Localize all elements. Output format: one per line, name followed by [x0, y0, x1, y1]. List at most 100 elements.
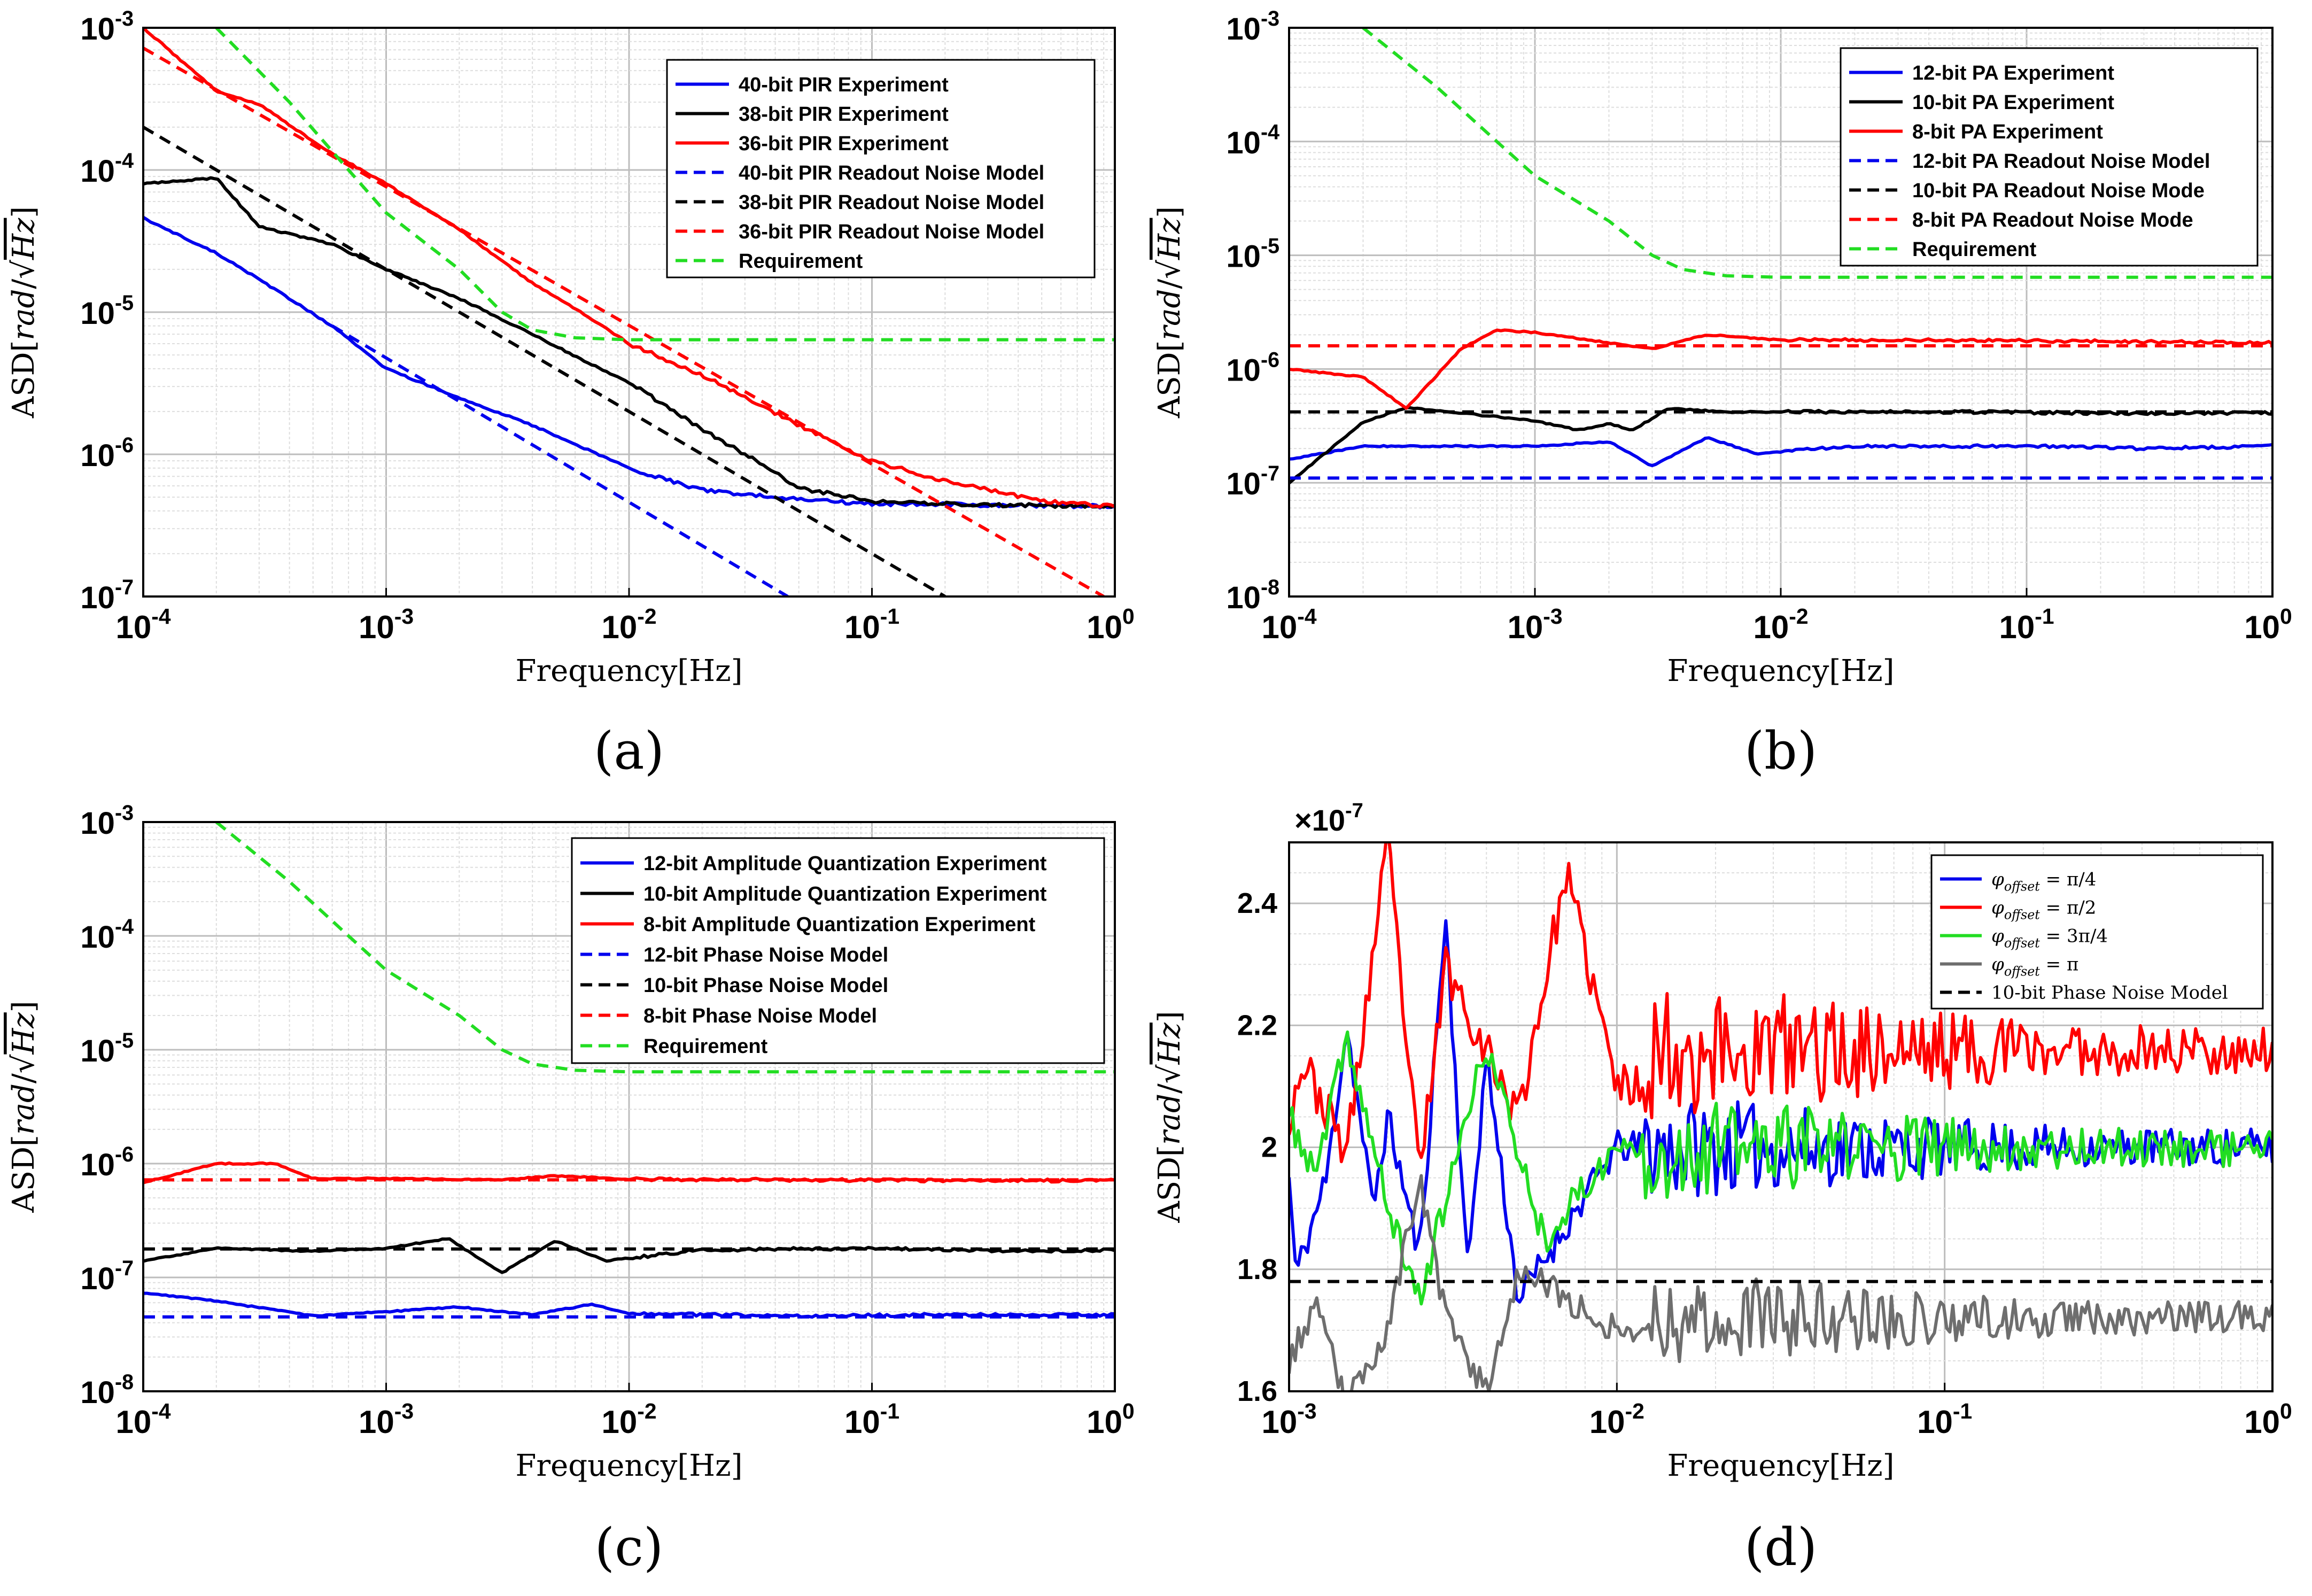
x-tick-label: 100	[1087, 1399, 1134, 1440]
x-tick-label: 10-2	[601, 1399, 656, 1440]
y-tick-label: 10-8	[1226, 576, 1279, 615]
legend-entry-label: 8-bit PA Experiment	[1912, 121, 2103, 143]
x-axis-label: Frequency[Hz]	[516, 1448, 743, 1483]
legend-entry-label: Requirement	[739, 250, 863, 273]
y-tick-label: 10-6	[80, 433, 134, 473]
x-tick-label: 10-2	[1753, 604, 1808, 645]
legend-entry-label: φoffset = π/4	[1991, 869, 2096, 894]
x-tick-label: 100	[2244, 1399, 2292, 1440]
legend-entry-label: 40-bit PIR Readout Noise Model	[739, 162, 1044, 184]
series-line-6	[143, 47, 1105, 596]
y-tick-label: 10-8	[80, 1370, 134, 1410]
legend-entry-label: 10-bit Phase Noise Model	[643, 974, 888, 997]
y-tick-label: 10-7	[1226, 462, 1279, 501]
y-tick-label: 2.2	[1237, 1009, 1277, 1041]
panel-b-chart: 10-4 10-3 10-2 10-1 100 10-8 10-7 10-6 10-5 10-4 1…	[1152, 7, 2292, 781]
panel-label: (c)	[595, 1517, 664, 1577]
y-tick-label: 1.8	[1237, 1253, 1277, 1285]
x-tick-label: 10-2	[601, 604, 656, 645]
x-tick-label: 100	[1087, 604, 1134, 645]
x-axis-label: Frequency[Hz]	[516, 654, 743, 688]
y-tick-label: 10-4	[1226, 121, 1279, 160]
series-line-7	[215, 822, 1115, 1074]
x-tick-label: 10-1	[1999, 604, 2054, 645]
series-line-7	[1362, 28, 2272, 279]
legend-entry-label: 10-bit Amplitude Quantization Experiment	[643, 883, 1047, 905]
x-tick-label: 10-3	[1261, 1399, 1316, 1440]
series-line-2	[143, 176, 1115, 509]
legend-entry-label: 12-bit PA Experiment	[1912, 62, 2114, 84]
plot-area	[143, 28, 1115, 596]
legend-box	[666, 59, 1096, 278]
y-axis-label: ASD[rad/√Hz]	[6, 1001, 41, 1213]
y-axis-label: ASD[rad/√Hz]	[1152, 206, 1187, 419]
legend-box	[1930, 854, 2264, 1010]
legend-box	[571, 837, 1105, 1064]
grid-lines	[1288, 28, 2272, 598]
series-line-2	[1289, 842, 2272, 1164]
series-line-7	[215, 28, 1115, 342]
y-tick-label: 1.6	[1237, 1375, 1277, 1407]
y-tick-label: 10-5	[80, 1029, 134, 1068]
y-tick-label: 10-7	[80, 576, 134, 615]
legend-entry-label: 10-bit Phase Noise Model	[1991, 982, 2228, 1004]
x-tick-label: 10-1	[844, 604, 899, 645]
plot-area	[1289, 842, 2272, 1391]
legend-entry-label: 36-bit PIR Readout Noise Model	[739, 221, 1044, 243]
y-tick-label: 10-4	[80, 915, 134, 955]
y-tick-label: 10-5	[1226, 235, 1279, 274]
axes-frame	[1288, 841, 2274, 1392]
panel-label: (a)	[594, 721, 664, 781]
legend-entry-label: Requirement	[1912, 238, 2037, 261]
x-tick-label: 10-2	[1589, 1399, 1644, 1440]
y-tick-label: 2	[1261, 1132, 1277, 1164]
y-axis-label: ASD[rad/√Hz]	[6, 206, 41, 419]
legend-entry-label: φoffset = π	[1991, 954, 2078, 979]
legend-entry-label: 38-bit PIR Readout Noise Model	[739, 191, 1044, 214]
panel-a-chart: 10-4 10-3 10-2 10-1 100 10-7 10-6 10-5 10-4 10-3 F…	[6, 7, 1135, 781]
series-line-1	[1289, 436, 2272, 467]
series-line-3	[1289, 1030, 2272, 1306]
y-tick-label: 10-4	[80, 149, 134, 189]
y-tick-label: 10-3	[1226, 7, 1279, 47]
x-tick-label: 10-1	[1917, 1399, 1972, 1440]
x-axis-label: Frequency[Hz]	[1667, 1448, 1895, 1483]
panel-d-chart: 10-3 10-2 10-1 100 1.6 1.8 2 2.2 2.4 ×10-7 Frequen…	[1152, 800, 2292, 1577]
x-tick-label: 10-4	[115, 604, 170, 645]
legend: 12-bit PA Experiment 10-bit PA Experiment…	[1840, 47, 2259, 267]
legend-entry-label: 8-bit PA Readout Noise Mode	[1912, 209, 2193, 231]
panel-c-chart: 10-4 10-3 10-2 10-1 100 10-8 10-7 10-6 10-5 10-4 1…	[6, 801, 1135, 1577]
legend: φoffset = π/4 φoffset = π/2 φoffset = 3π/4…	[1930, 854, 2264, 1010]
y-axis-label: ASD[rad/√Hz]	[1152, 1011, 1187, 1223]
y-tick-label: 10-3	[80, 7, 134, 47]
x-tick-label: 10-3	[359, 604, 414, 645]
x-tick-label: 10-3	[359, 1399, 414, 1440]
legend-box	[1840, 47, 2259, 267]
y-tick-label: 10-7	[80, 1257, 134, 1296]
plot-area	[1289, 28, 2272, 485]
legend-entry-label: φoffset = π/2	[1991, 897, 2096, 923]
y-multiplier-label: ×10-7	[1294, 800, 1363, 837]
legend: 12-bit Amplitude Quantization Experiment…	[571, 837, 1105, 1064]
legend-entry-label: 12-bit Amplitude Quantization Experiment	[643, 853, 1047, 875]
legend: 40-bit PIR Experiment 38-bit PIR Experime…	[666, 59, 1096, 278]
panel-label: (b)	[1744, 721, 1817, 781]
legend-entry-label: 12-bit Phase Noise Model	[643, 944, 888, 966]
legend-entry-label: 36-bit PIR Experiment	[739, 133, 949, 155]
legend-entry-label: 10-bit PA Experiment	[1912, 91, 2114, 114]
x-axis-label: Frequency[Hz]	[1667, 654, 1895, 688]
series-line-4	[331, 324, 789, 596]
legend-entry-label: 8-bit Amplitude Quantization Experiment	[643, 913, 1036, 936]
legend-entry-label: 38-bit PIR Experiment	[739, 103, 949, 126]
y-tick-label: 10-5	[80, 291, 134, 331]
legend-entry-label: Requirement	[643, 1035, 768, 1058]
legend-entry-label: 10-bit PA Readout Noise Mode	[1912, 180, 2205, 202]
series-line-5	[143, 126, 946, 596]
x-tick-label: 10-3	[1507, 604, 1562, 645]
x-tick-label: 10-1	[844, 1399, 899, 1440]
x-tick-label: 100	[2244, 604, 2292, 645]
legend-entry-label: 12-bit PA Readout Noise Model	[1912, 150, 2210, 173]
y-tick-label: 10-6	[80, 1143, 134, 1182]
legend-entry-label: 8-bit Phase Noise Model	[643, 1005, 877, 1027]
